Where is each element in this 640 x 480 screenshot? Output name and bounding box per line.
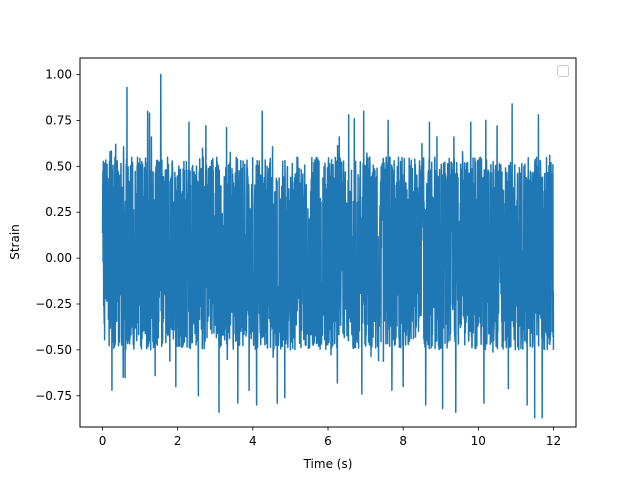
series-layer xyxy=(101,73,555,419)
legend-box xyxy=(557,65,569,77)
y-tick-label: 0.50 xyxy=(45,159,72,173)
x-tick-label: 10 xyxy=(471,434,486,448)
x-axis: 0 2 4 6 8 10 12 xyxy=(99,427,561,448)
y-tick-label: 0.00 xyxy=(45,251,72,265)
x-tick-label: 6 xyxy=(324,434,332,448)
y-tick-label: −0.25 xyxy=(35,297,72,311)
x-tick-label: 12 xyxy=(546,434,561,448)
x-tick-label: 8 xyxy=(399,434,407,448)
y-tick-label: 0.75 xyxy=(45,113,72,127)
x-tick-label: 0 xyxy=(99,434,107,448)
x-tick-label: 4 xyxy=(249,434,257,448)
x-tick-label: 2 xyxy=(174,434,182,448)
y-axis-label: Strain xyxy=(8,224,22,260)
y-axis: −0.75 −0.50 −0.25 0.00 0.25 0.50 0.75 1.00 xyxy=(35,68,80,403)
y-tick-label: −0.50 xyxy=(35,343,72,357)
strain-series-line xyxy=(101,73,555,419)
y-tick-label: 0.25 xyxy=(45,205,72,219)
y-tick-label: 1.00 xyxy=(45,68,72,82)
x-axis-label: Time (s) xyxy=(303,457,353,471)
y-tick-label: −0.75 xyxy=(35,389,72,403)
